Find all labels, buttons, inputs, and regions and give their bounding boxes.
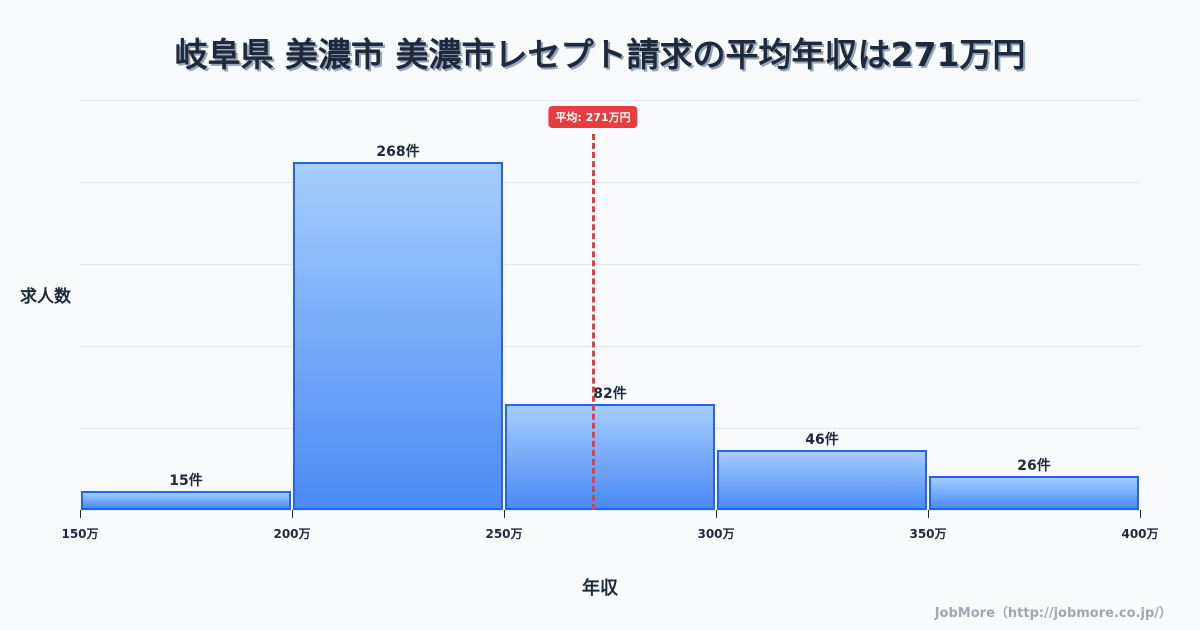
histogram-bar [81,490,291,510]
histogram-bar [717,450,927,510]
bar-value-label: 268件 [376,144,420,161]
gridline [80,346,1140,347]
bar-value-label: 46件 [805,432,839,449]
baseline [80,510,1140,511]
x-tick-label: 200万 [273,527,311,541]
histogram-bar [505,403,715,510]
gridline [80,182,1140,183]
bar-value-label: 15件 [169,472,203,489]
x-tick [292,510,293,518]
footer-credit: JobMore（http://jobmore.co.jp/） [934,606,1172,621]
x-tick [504,510,505,518]
gridline [80,100,1140,101]
histogram-bar [929,476,1139,510]
x-tick [1140,510,1141,518]
x-tick [928,510,929,518]
bar-value-label: 26件 [1017,458,1051,475]
x-tick [716,510,717,518]
mean-line [592,134,596,510]
x-tick-label: 400万 [1121,527,1159,541]
x-tick-label: 250万 [485,527,523,541]
x-axis-label: 年収 [582,578,618,599]
x-tick-label: 150万 [61,527,99,541]
gridline [80,264,1140,265]
histogram-bar [293,162,503,510]
mean-badge: 平均: 271万円 [548,106,638,128]
x-tick [80,510,81,518]
x-tick-label: 300万 [697,527,735,541]
y-axis-label: 求人数 [20,287,71,307]
bar-value-label: 82件 [593,385,627,402]
plot-area: 15件 268件 82件 46件 26件 150万 200万 250万 300万 350万 400… [61,100,1159,541]
x-tick-label: 350万 [909,527,947,541]
chart-title: 岐阜県 美濃市 美濃市レセプト請求の平均年収は271万円 [174,35,1026,74]
